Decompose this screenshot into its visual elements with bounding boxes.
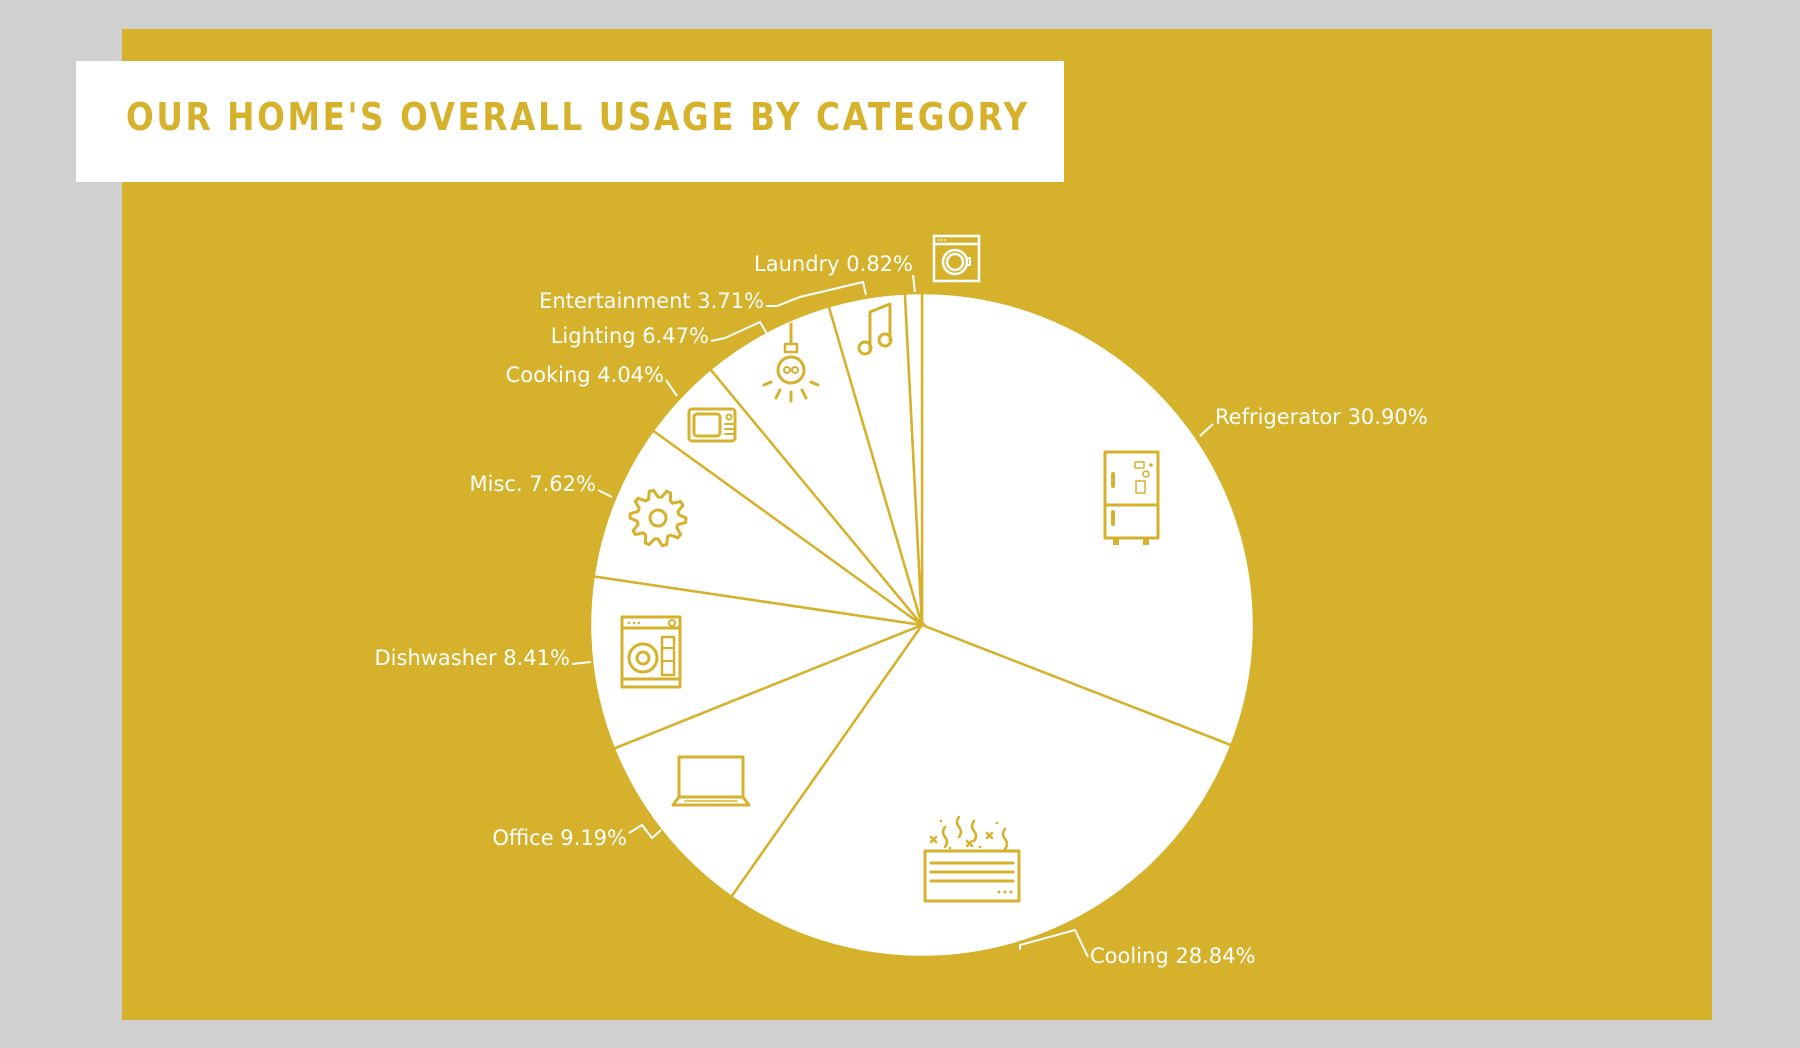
leader-line: [665, 379, 678, 397]
gear-icon: [628, 488, 688, 548]
leader-line: [912, 274, 916, 293]
slice-label: Refrigerator 30.90%: [1215, 405, 1428, 429]
title-box: OUR HOME'S OVERALL USAGE BY CATEGORY: [76, 61, 1064, 182]
slice-label: Entertainment 3.71%: [539, 289, 764, 313]
pie-slice-refrigerator: [920, 291, 1256, 747]
slice-label: Office 9.19%: [492, 826, 627, 850]
slice-icons: [620, 302, 1160, 903]
dishwasher-icon: [620, 615, 682, 689]
pie-slice-office: [612, 622, 926, 899]
slice-label: Laundry 0.82%: [754, 252, 913, 276]
slice-label: Lighting 6.47%: [551, 324, 709, 348]
leader-lines: [571, 274, 1214, 958]
pie-slice-misc: [592, 428, 923, 627]
laptop-icon: [671, 755, 751, 807]
refrigerator-icon: [1103, 450, 1160, 545]
slice-labels: Refrigerator 30.90% Cooling 28.84% Office …: [375, 252, 1428, 968]
leader-line: [710, 320, 768, 342]
music-note-icon: [857, 302, 893, 356]
washing-machine-icon: [932, 234, 981, 283]
slice-label: Dishwasher 8.41%: [375, 646, 571, 670]
slice-label: Misc. 7.62%: [469, 472, 596, 496]
leader-line: [628, 823, 662, 840]
leader-line: [597, 489, 613, 498]
pie-slice-cooling: [729, 623, 1234, 959]
air-conditioner-icon: [923, 815, 1021, 903]
slice-label: Cooling 28.84%: [1090, 944, 1255, 968]
leader-line: [766, 280, 867, 307]
leader-line: [1199, 423, 1214, 437]
leader-line: [1019, 928, 1089, 958]
pie-slice-laundry: [903, 291, 924, 626]
light-bulb-icon: [762, 322, 820, 403]
slice-label: Cooking 4.04%: [506, 363, 664, 387]
microwave-icon: [687, 407, 737, 443]
leader-line: [571, 661, 592, 665]
pie-slices: [588, 291, 1256, 959]
chart-title: OUR HOME'S OVERALL USAGE BY CATEGORY: [126, 95, 1030, 139]
